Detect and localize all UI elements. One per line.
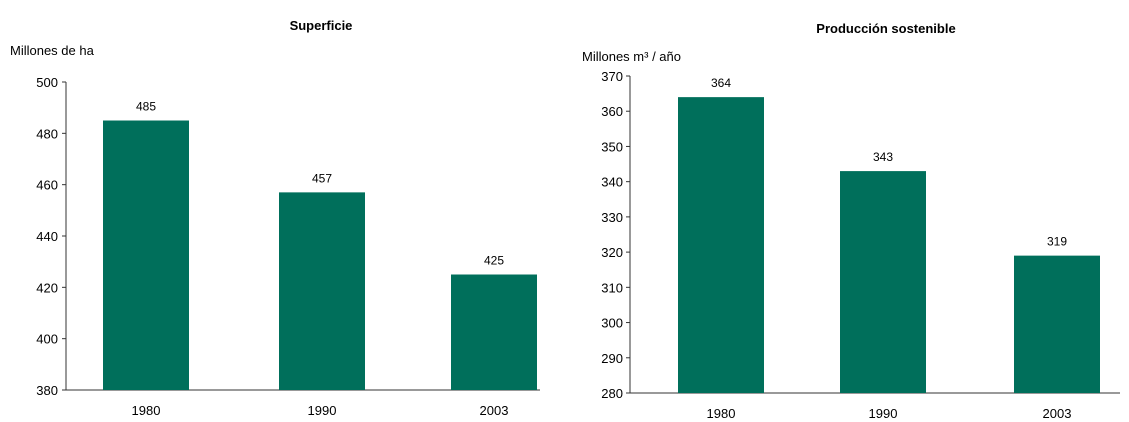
bar-1990 <box>279 192 365 390</box>
data-label: 485 <box>136 100 156 114</box>
y-tick-label: 440 <box>36 229 58 244</box>
y-tick-label: 400 <box>36 332 58 347</box>
x-tick-label: 1990 <box>869 406 898 421</box>
y-tick-label: 320 <box>601 245 623 260</box>
y-tick-label: 280 <box>601 386 623 401</box>
bar-2003 <box>451 274 537 390</box>
x-tick-label: 1980 <box>707 406 736 421</box>
x-tick-label: 2003 <box>1043 406 1072 421</box>
y-tick-label: 480 <box>36 126 58 141</box>
y-tick-label: 460 <box>36 178 58 193</box>
bars: 485 457 425 <box>103 100 537 390</box>
y-tick-label: 500 <box>36 75 58 90</box>
data-label: 425 <box>484 254 504 268</box>
chart-superficie: Superficie Millones de ha 380 400 420 440 46… <box>10 18 540 418</box>
x-tick-label: 1980 <box>132 403 161 418</box>
y-tick-label: 350 <box>601 139 623 154</box>
y-tick-label: 310 <box>601 280 623 295</box>
y-tick-label: 360 <box>601 104 623 119</box>
y-tick-label: 340 <box>601 175 623 190</box>
data-label: 364 <box>711 76 731 90</box>
y-tick-label: 290 <box>601 351 623 366</box>
y-tick-label: 330 <box>601 210 623 225</box>
x-ticks: 1980 1990 2003 <box>132 403 509 418</box>
bar-1980 <box>103 120 189 390</box>
x-tick-label: 1990 <box>308 403 337 418</box>
y-axis-label: Millones m³ / año <box>582 49 681 64</box>
y-axis-label: Millones de ha <box>10 43 95 58</box>
bar-1990 <box>840 171 926 393</box>
bar-2003 <box>1014 255 1100 393</box>
y-tick-label: 300 <box>601 316 623 331</box>
y-ticks: 280 290 300 310 320 330 340 350 360 370 <box>601 69 630 401</box>
chart-title: Superficie <box>290 18 353 33</box>
x-tick-label: 2003 <box>480 403 509 418</box>
x-ticks: 1980 1990 2003 <box>707 406 1072 421</box>
chart-produccion-sostenible: Producción sostenible Millones m³ / año … <box>582 21 1120 421</box>
y-tick-label: 380 <box>36 383 58 398</box>
data-label: 319 <box>1047 235 1067 249</box>
data-label: 343 <box>873 150 893 164</box>
chart-title: Producción sostenible <box>816 21 955 36</box>
y-tick-label: 420 <box>36 280 58 295</box>
y-ticks: 380 400 420 440 460 480 500 <box>36 75 66 398</box>
y-tick-label: 370 <box>601 69 623 84</box>
data-label: 457 <box>312 171 332 185</box>
bar-1980 <box>678 97 764 393</box>
bars: 364 343 319 <box>678 76 1100 393</box>
